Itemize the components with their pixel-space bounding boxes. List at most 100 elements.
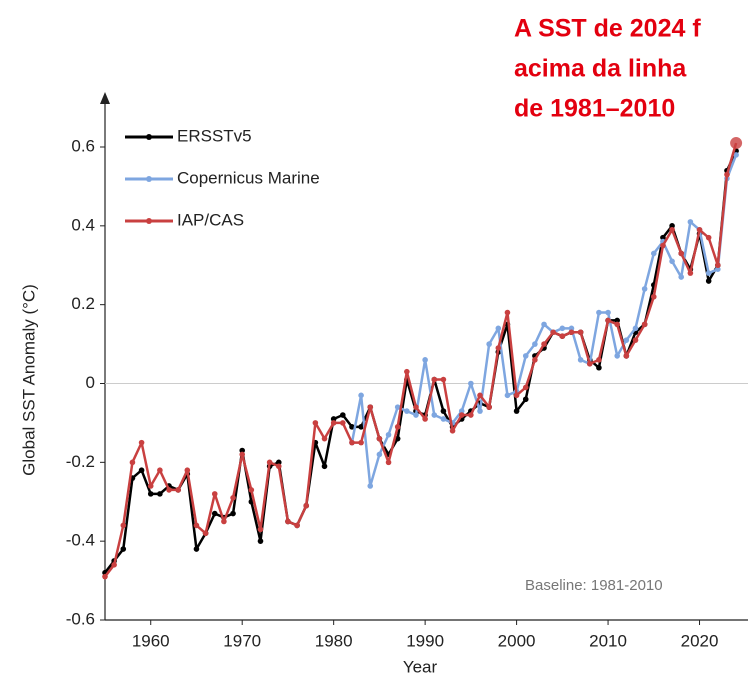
data-point xyxy=(669,258,675,265)
data-point xyxy=(275,459,282,466)
data-point xyxy=(715,266,721,272)
data-point xyxy=(294,522,300,529)
data-point xyxy=(303,502,310,509)
data-point xyxy=(385,431,392,438)
x-tick-label: 1980 xyxy=(315,631,353,650)
data-point xyxy=(404,408,410,414)
data-point xyxy=(147,491,154,497)
data-point xyxy=(376,451,383,458)
data-point xyxy=(358,424,364,430)
data-point xyxy=(504,309,511,316)
data-point xyxy=(257,538,264,544)
data-point xyxy=(211,491,218,497)
data-point xyxy=(385,459,392,466)
data-point xyxy=(596,309,602,316)
data-point xyxy=(449,428,456,434)
data-point xyxy=(138,467,145,474)
data-point xyxy=(660,234,666,241)
data-point xyxy=(586,360,593,367)
data-point xyxy=(614,353,621,359)
y-tick-label: 0.4 xyxy=(71,215,95,234)
data-point xyxy=(705,278,712,284)
data-point xyxy=(660,242,666,249)
data-point xyxy=(404,368,410,375)
legend-label: Copernicus Marine xyxy=(177,168,320,187)
data-point xyxy=(321,463,328,470)
data-point xyxy=(678,250,685,257)
data-point xyxy=(422,357,428,363)
data-point xyxy=(468,412,474,418)
data-point xyxy=(504,392,511,399)
data-point xyxy=(340,412,346,418)
data-point xyxy=(696,226,703,233)
x-axis-label: Year xyxy=(403,657,438,676)
x-tick-label: 1970 xyxy=(223,631,261,650)
data-point xyxy=(715,262,721,269)
data-point xyxy=(596,364,602,371)
data-point xyxy=(477,408,483,414)
data-point xyxy=(102,573,108,580)
data-point xyxy=(349,424,355,430)
y-tick-label: -0.4 xyxy=(66,531,95,550)
data-point xyxy=(166,487,172,493)
data-point xyxy=(193,546,200,552)
x-tick-label: 2020 xyxy=(681,631,719,650)
data-point xyxy=(541,341,547,347)
data-point xyxy=(468,380,474,387)
annotation: A SST de 2024 f xyxy=(514,15,701,43)
y-tick-label: -0.6 xyxy=(66,609,95,628)
data-point xyxy=(349,439,355,446)
data-point xyxy=(266,459,273,466)
data-point xyxy=(340,420,346,426)
data-point xyxy=(330,416,337,422)
data-point xyxy=(230,495,236,501)
y-tick-label: -0.2 xyxy=(66,452,95,471)
x-tick-label: 2010 xyxy=(589,631,627,650)
baseline-note: Baseline: 1981-2010 xyxy=(525,577,663,594)
data-point xyxy=(513,392,520,399)
legend-label: ERSSTv5 xyxy=(177,126,252,145)
data-point xyxy=(596,357,602,363)
x-tick-label: 1990 xyxy=(406,631,444,650)
data-point xyxy=(184,467,191,474)
data-point xyxy=(705,234,712,241)
data-point xyxy=(486,341,492,347)
data-point xyxy=(568,325,575,332)
data-point xyxy=(522,353,529,359)
data-point xyxy=(532,341,538,347)
data-point xyxy=(120,546,127,552)
data-point xyxy=(257,526,264,533)
data-point xyxy=(147,483,154,489)
legend-marker xyxy=(146,218,152,224)
data-point xyxy=(440,408,447,414)
y-axis-arrow xyxy=(100,92,110,104)
data-point xyxy=(413,404,419,410)
y-tick-label: 0 xyxy=(86,373,95,392)
data-point xyxy=(440,416,447,422)
data-point xyxy=(440,376,447,383)
data-point xyxy=(358,439,364,446)
data-point xyxy=(687,219,694,225)
data-point xyxy=(632,325,639,332)
data-point xyxy=(623,337,630,343)
data-point xyxy=(568,329,575,336)
data-point xyxy=(687,270,694,276)
data-point xyxy=(641,321,648,328)
data-point xyxy=(495,345,502,351)
data-point xyxy=(431,412,438,418)
data-point xyxy=(678,274,685,280)
data-point xyxy=(157,467,163,474)
data-point xyxy=(550,329,556,336)
annotation: de 1981–2010 xyxy=(514,95,675,123)
data-point xyxy=(211,510,218,517)
data-point xyxy=(477,392,483,399)
x-tick-label: 2000 xyxy=(498,631,536,650)
data-point xyxy=(275,463,282,470)
y-axis-label: Global SST Anomaly (°C) xyxy=(19,284,38,476)
data-point xyxy=(239,447,245,454)
data-point xyxy=(724,171,730,178)
data-point xyxy=(175,487,181,493)
data-point xyxy=(129,459,136,466)
data-point xyxy=(120,522,127,529)
